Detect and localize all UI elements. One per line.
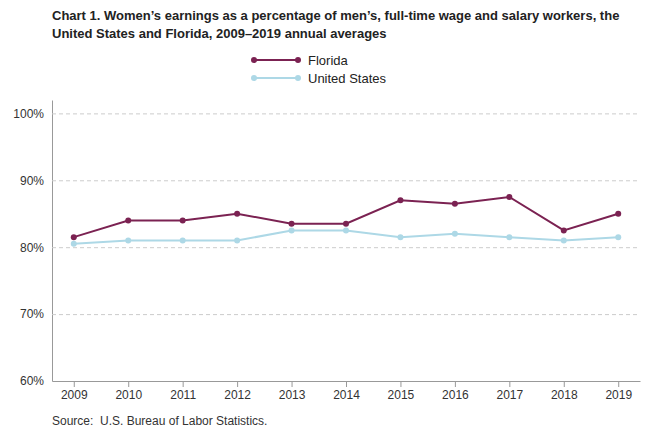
x-tick-mark (128, 381, 129, 387)
series-point (452, 201, 458, 207)
y-tick: 70% (20, 307, 640, 321)
x-tick: 2016 (442, 381, 469, 402)
y-axis: 60% 70% 80% 90% 100% (13, 101, 640, 389)
x-tick-mark (618, 381, 619, 387)
y-tick-label: 100% (13, 107, 44, 121)
x-tick-mark (400, 381, 401, 387)
series-point (343, 221, 349, 227)
y-tick-label: 70% (20, 307, 44, 321)
x-tick: 2012 (224, 381, 251, 402)
y-tick-label: 60% (20, 374, 44, 388)
legend-marker (251, 57, 257, 63)
grid-line (52, 247, 640, 248)
x-tick-mark (237, 381, 238, 387)
series-point (71, 234, 77, 240)
legend-swatch (254, 59, 298, 61)
y-axis-line (52, 101, 53, 382)
x-tick-mark (346, 381, 347, 387)
series-point (289, 221, 295, 227)
series-point (234, 211, 240, 217)
x-tick-label: 2010 (115, 388, 142, 402)
x-tick: 2018 (551, 381, 578, 402)
data-marks (71, 194, 621, 247)
x-tick-label: 2018 (551, 388, 578, 402)
x-tick-label: 2014 (333, 388, 360, 402)
x-tick-label: 2019 (605, 388, 632, 402)
x-tick: 2014 (333, 381, 360, 402)
x-tick-mark (509, 381, 510, 387)
x-tick: 2017 (496, 381, 523, 402)
x-tick: 2013 (279, 381, 306, 402)
chart-svg: Chart 1. Women’s earnings as a percentag… (0, 0, 660, 433)
x-tick: 2010 (115, 381, 142, 402)
series-point (397, 197, 403, 203)
title-line: United States and Florida, 2009–2019 ann… (52, 26, 387, 41)
y-tick: 80% (20, 241, 640, 255)
x-tick-mark (292, 381, 293, 387)
x-tick-label: 2017 (496, 388, 523, 402)
x-tick: 2009 (61, 381, 88, 402)
series-point (71, 241, 77, 247)
legend-swatch (254, 77, 298, 79)
series-point (180, 217, 186, 223)
series-point (397, 234, 403, 240)
legend: Florida United States (251, 53, 387, 86)
series-point (289, 227, 295, 233)
legend-marker (295, 75, 301, 81)
x-tick-label: 2013 (279, 388, 306, 402)
series-point (561, 238, 567, 244)
x-axis: 2009 2010 2011 2012 2013 2014 2015 2016 2017 2018… (53, 381, 641, 402)
legend-marker (251, 75, 257, 81)
x-tick-mark (183, 381, 184, 387)
x-tick: 2015 (388, 381, 415, 402)
series-point (125, 238, 131, 244)
x-tick-label: 2011 (170, 388, 196, 402)
series-point (506, 234, 512, 240)
legend-marker (295, 57, 301, 63)
x-tick-label: 2016 (442, 388, 469, 402)
y-tick-label: 90% (20, 174, 44, 188)
series-point (561, 227, 567, 233)
x-tick: 2011 (170, 381, 196, 402)
y-tick: 60% (20, 374, 640, 388)
x-tick-label: 2009 (61, 388, 88, 402)
legend-label: Florida (308, 53, 349, 68)
series-point (452, 231, 458, 237)
chart-title: Chart 1. Women’s earnings as a percentag… (52, 8, 619, 41)
series-point (125, 217, 131, 223)
y-tick: 90% (20, 174, 640, 188)
x-tick-label: 2012 (224, 388, 251, 402)
source-note: Source: U.S. Bureau of Labor Statistics. (52, 414, 267, 428)
x-tick-mark (455, 381, 456, 387)
legend-entry: United States (251, 71, 387, 86)
x-tick: 2019 (605, 381, 632, 402)
grid-line (52, 113, 640, 114)
legend-label: United States (308, 71, 387, 86)
x-tick-label: 2015 (388, 388, 415, 402)
series-point (234, 238, 240, 244)
grid-line (52, 314, 640, 315)
series-point (615, 211, 621, 217)
grid-line (52, 180, 640, 181)
y-tick: 100% (13, 107, 640, 121)
title-line: Chart 1. Women’s earnings as a percentag… (52, 8, 619, 23)
series-line (74, 197, 618, 237)
y-tick-label: 80% (20, 241, 44, 255)
plot-area: 60% 70% 80% 90% 100% 2009 2010 2011 2012 2013 2014… (13, 101, 640, 402)
series-point (180, 238, 186, 244)
x-tick-mark (74, 381, 75, 387)
series-point (506, 194, 512, 200)
x-tick-mark (564, 381, 565, 387)
legend-entry: Florida (251, 53, 349, 68)
series-point (615, 234, 621, 240)
series-point (343, 227, 349, 233)
